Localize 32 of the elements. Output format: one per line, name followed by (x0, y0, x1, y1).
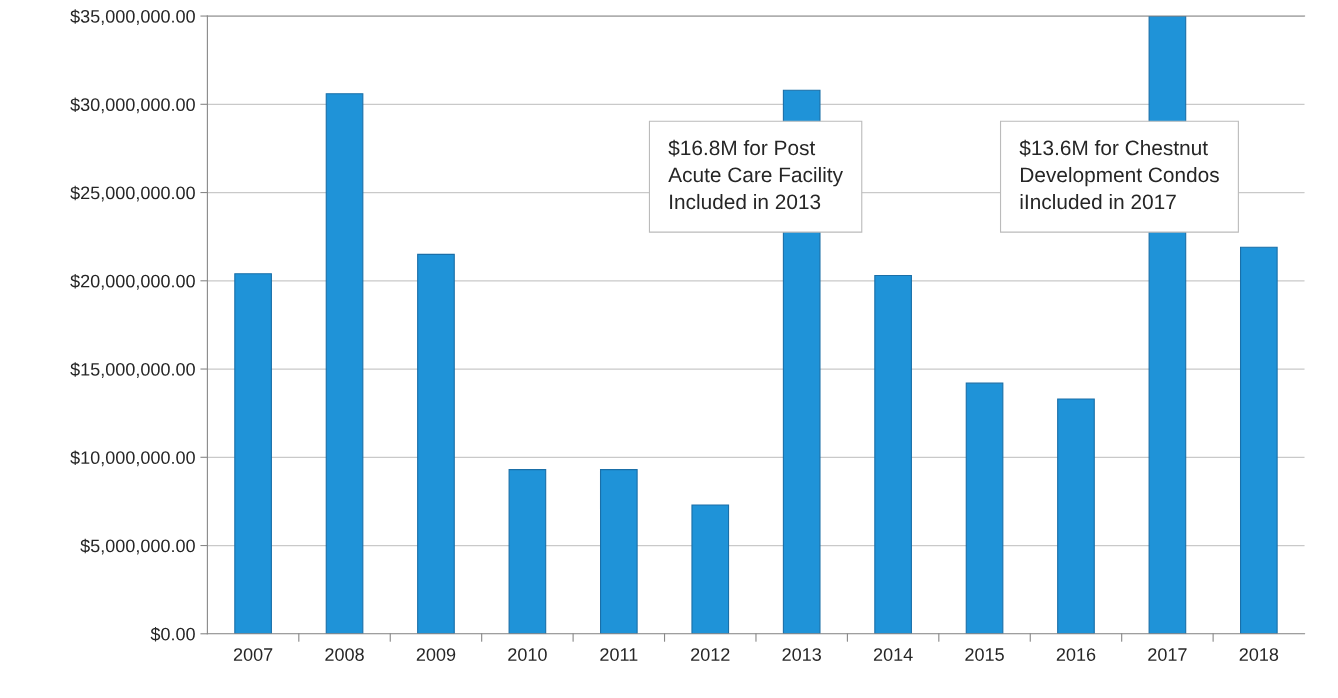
x-tick-label: 2008 (325, 648, 364, 661)
y-tick-label: $10,000,000.00 (70, 450, 195, 467)
annotation: $16.8M for Post Acute Care Facility Included in 2013 (668, 139, 843, 210)
annotation: $13.6M for Chestnut Development Condos iIncluded in 2017 (1019, 139, 1219, 210)
x-tick-label: 2012 (691, 648, 730, 661)
y-tick-label: $5,000,000.00 (80, 538, 195, 555)
x-tick-label: 2010 (508, 648, 547, 661)
bar (325, 93, 364, 634)
bar (691, 504, 730, 634)
y-tick-label: $0.00 (150, 626, 195, 642)
x-tick-label: 2015 (965, 648, 1004, 661)
y-tick-label: $20,000,000.00 (70, 273, 195, 290)
y-tick-label: $15,000,000.00 (70, 362, 195, 378)
y-tick-label: $25,000,000.00 (70, 185, 195, 202)
bar (1057, 398, 1095, 634)
x-tick-label: 2017 (1148, 648, 1187, 661)
x-tick-label: 2009 (416, 648, 456, 661)
x-tick-label: 2007 (233, 648, 273, 661)
bar (599, 469, 638, 634)
bar (417, 253, 455, 634)
bar (874, 274, 912, 634)
bar (508, 469, 547, 634)
x-tick-label: 2013 (782, 648, 821, 661)
x-tick-label: 2014 (873, 648, 913, 661)
bar (965, 382, 1004, 634)
x-tick-label: 2018 (1239, 648, 1279, 661)
bar (1239, 246, 1278, 634)
y-tick-label: $30,000,000.00 (70, 97, 195, 114)
y-tick-label: $35,000,000.00 (70, 9, 195, 25)
bar (234, 273, 272, 634)
x-tick-label: 2011 (600, 648, 638, 661)
x-tick-label: 2016 (1056, 648, 1096, 661)
